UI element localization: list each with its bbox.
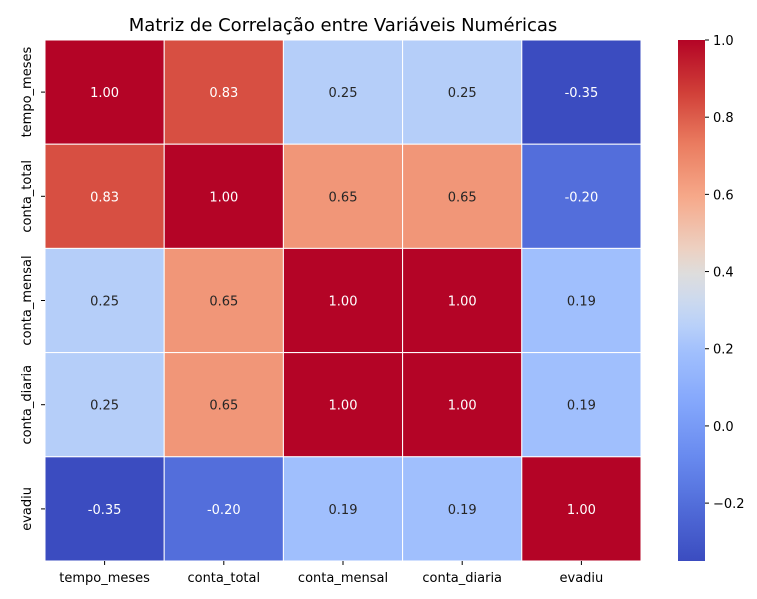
heatmap-cell [402, 352, 523, 458]
heatmap-cell [44, 456, 165, 562]
x-tick-label: conta_diaria [422, 571, 502, 586]
x-tick-label: conta_mensal [298, 571, 388, 586]
heatmap-cell [163, 247, 284, 354]
colorbar-gradient [678, 40, 705, 561]
cell-value-label: 1.00 [90, 86, 119, 101]
colorbar-tick-label: 0.0 [713, 420, 734, 435]
cell-value-label: 0.19 [329, 503, 358, 518]
cell-value-label: 1.00 [209, 190, 238, 205]
y-tick-label: conta_diaria [20, 365, 35, 445]
cell-value-label: 1.00 [448, 295, 477, 310]
cell-value-label: 0.65 [209, 295, 238, 310]
heatmap-cell [282, 456, 404, 562]
heatmap-cell [521, 352, 642, 458]
cell-value-label: 0.25 [448, 86, 477, 101]
cell-value-label: 0.65 [329, 190, 358, 205]
y-tick-label: conta_total [20, 160, 35, 233]
colorbar: 1.0 0.8 0.6 0.4 0.2 0.0 −0.2 [678, 34, 745, 561]
x-tick-label: tempo_meses [59, 571, 150, 586]
heatmap-cell [521, 247, 642, 354]
heatmap-cell [282, 39, 404, 145]
cell-value-label: 0.83 [90, 190, 119, 205]
y-tick-label: conta_mensal [20, 255, 35, 345]
heatmap-cell [163, 456, 284, 562]
colorbar-tick-label: 1.0 [713, 34, 734, 49]
cell-value-label: 0.65 [448, 190, 477, 205]
cell-value-label: 0.25 [90, 295, 119, 310]
heatmap-cell [402, 39, 523, 145]
heatmap-cell [44, 39, 165, 145]
cell-value-label: 0.25 [90, 399, 119, 414]
heatmap-cell [402, 247, 523, 354]
heatmap-cells: 1.00 0.83 0.25 0.25 -0.35 0.83 1.00 0.65 0.65 -0.… [44, 39, 642, 562]
x-tick-label: evadiu [560, 571, 604, 586]
heatmap-cell [521, 143, 642, 249]
x-axis-tick-labels: tempo_meses conta_total conta_mensal conta_… [59, 561, 603, 586]
cell-value-label: 0.25 [329, 86, 358, 101]
cell-value-label: -0.20 [207, 503, 241, 518]
cell-value-label: 0.19 [567, 399, 596, 414]
colorbar-tick-label: −0.2 [713, 497, 745, 512]
y-axis-tick-labels: tempo_meses conta_total conta_mensal conta_… [20, 47, 45, 531]
cell-value-label: 1.00 [329, 295, 358, 310]
cell-value-label: 1.00 [567, 503, 596, 518]
y-tick-label: tempo_meses [20, 47, 35, 138]
colorbar-tick-label: 0.6 [713, 188, 734, 203]
colorbar-tick-label: 0.4 [713, 266, 734, 281]
heatmap-cell [163, 352, 284, 458]
x-tick-label: conta_total [187, 571, 260, 586]
heatmap-cell [163, 39, 284, 145]
cell-value-label: 0.65 [209, 399, 238, 414]
colorbar-tick-label: 0.8 [713, 111, 734, 126]
heatmap-cell [44, 143, 165, 249]
cell-value-label: -0.20 [565, 190, 599, 205]
cell-value-label: 0.19 [567, 295, 596, 310]
heatmap-cell [282, 247, 404, 354]
heatmap-cell [521, 39, 642, 145]
cell-value-label: 1.00 [448, 399, 477, 414]
colorbar-tick-label: 0.2 [713, 343, 734, 358]
cell-value-label: 0.19 [448, 503, 477, 518]
cell-value-label: 0.83 [209, 86, 238, 101]
chart-title: Matriz de Correlação entre Variáveis Num… [129, 15, 558, 36]
y-tick-label: evadiu [20, 487, 35, 531]
cell-value-label: -0.35 [88, 503, 122, 518]
heatmap-cell [521, 456, 642, 562]
heatmap-cell [282, 143, 404, 249]
heatmap-cell [282, 352, 404, 458]
cell-value-label: -0.35 [565, 86, 599, 101]
cell-value-label: 1.00 [329, 399, 358, 414]
